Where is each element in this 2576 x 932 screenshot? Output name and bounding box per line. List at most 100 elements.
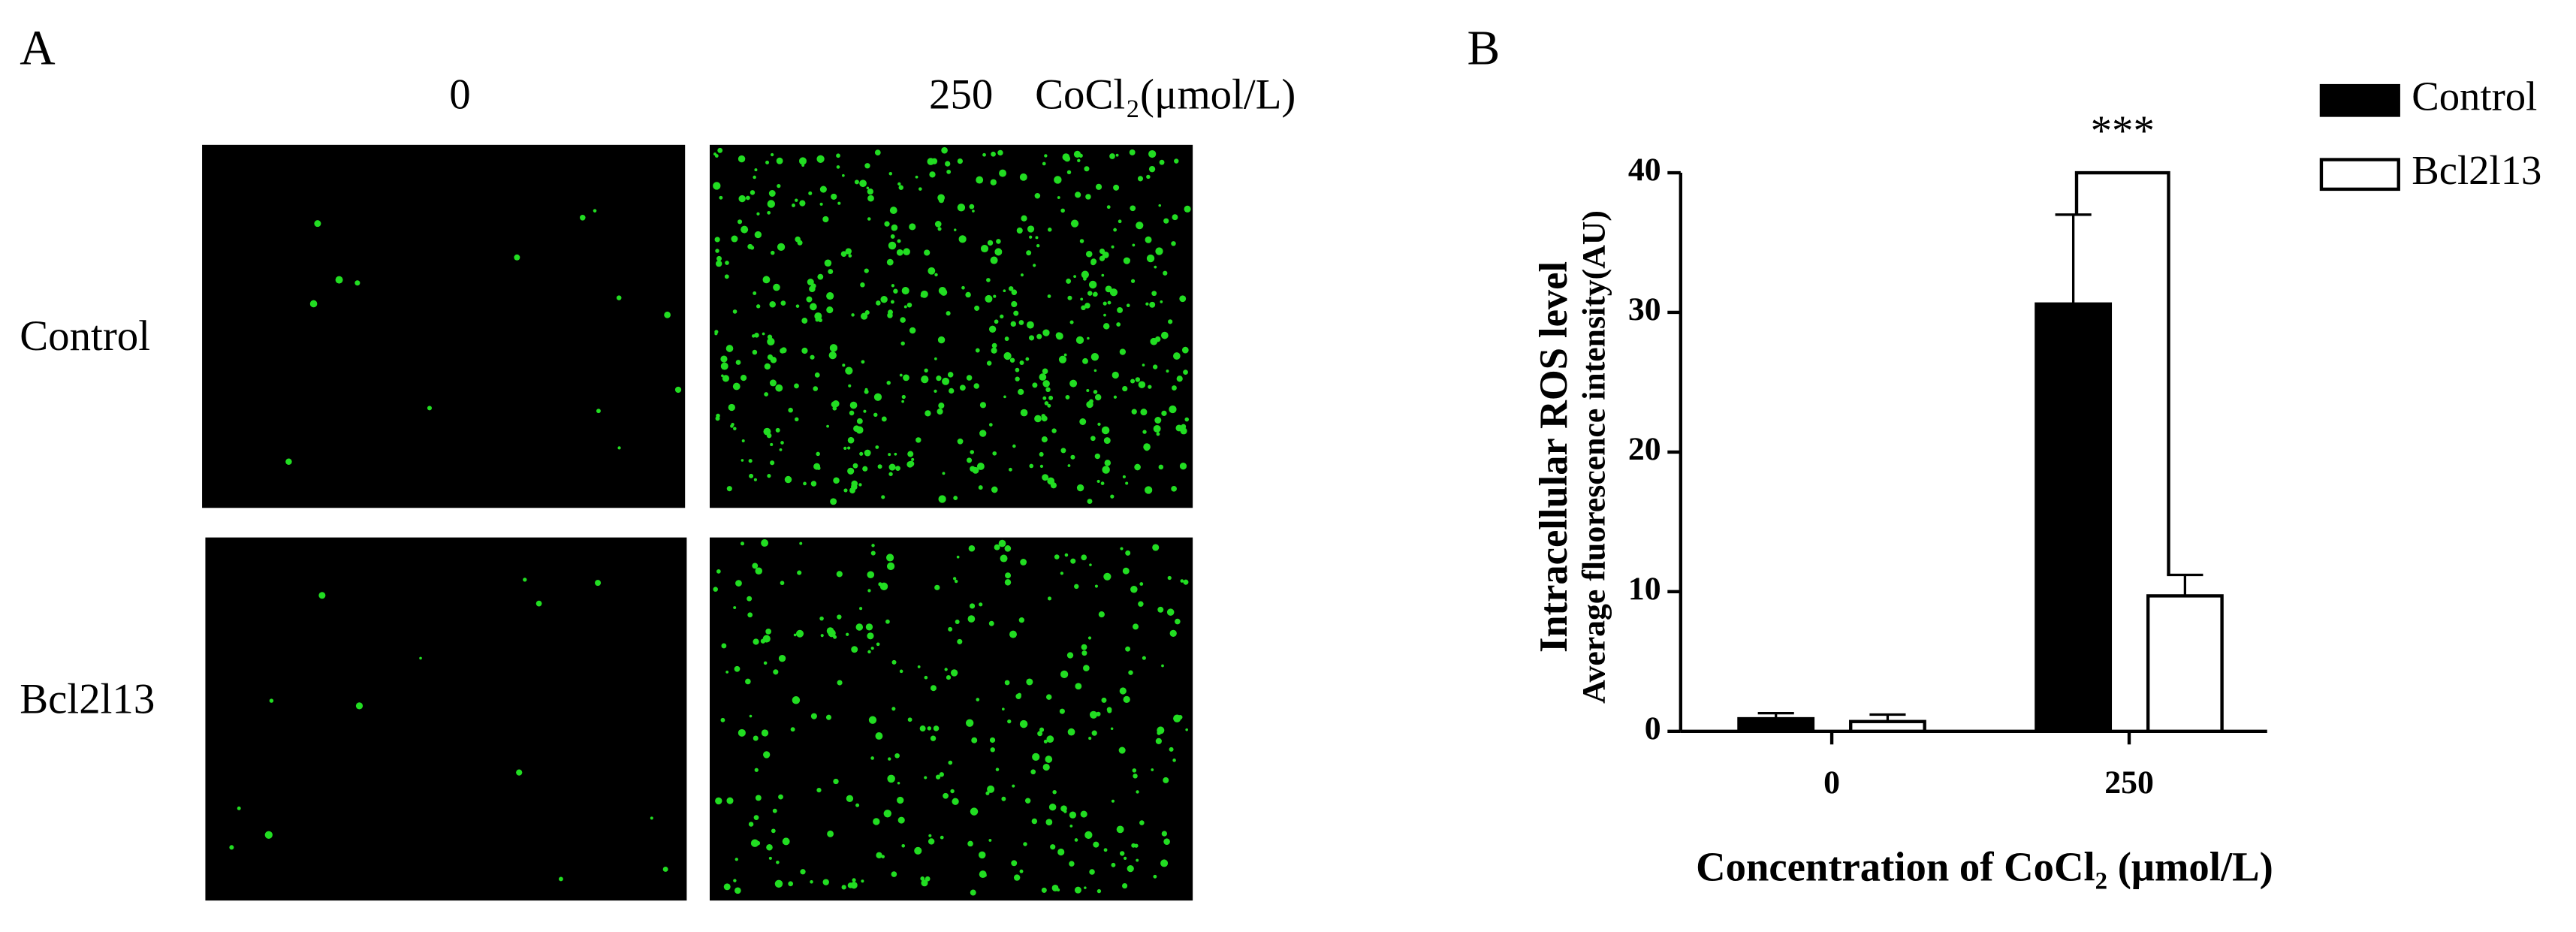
- cell-dot: [719, 195, 723, 200]
- cell-dot: [946, 674, 952, 680]
- cell-dot: [819, 185, 827, 193]
- cell-dot: [1074, 838, 1078, 842]
- cell-dot: [1139, 820, 1145, 825]
- cell-dot: [957, 158, 964, 164]
- cell-dot: [1067, 728, 1075, 736]
- cell-dot: [776, 861, 780, 864]
- cell-dot: [1013, 310, 1019, 316]
- cell-dot: [1103, 313, 1106, 317]
- cell-dot: [1088, 737, 1092, 740]
- cell-dot: [974, 305, 980, 311]
- cell-dot: [848, 254, 852, 258]
- cell-dot: [900, 317, 906, 323]
- cell-dot: [1161, 831, 1168, 837]
- cell-dot: [942, 472, 946, 475]
- cell-dot: [1018, 320, 1024, 325]
- cell-dot: [851, 646, 858, 653]
- cell-dot: [1074, 584, 1079, 590]
- cell-dot: [1103, 437, 1111, 444]
- cell-dot: [1132, 768, 1137, 773]
- cell-dot: [674, 386, 682, 394]
- cell-dot: [915, 175, 918, 179]
- cell-dot: [1161, 410, 1167, 416]
- cell-dot: [986, 278, 991, 282]
- cell-dot: [909, 327, 916, 334]
- cell-dot: [1066, 652, 1074, 659]
- cell-dot: [1079, 239, 1084, 243]
- cell-dot: [756, 840, 761, 846]
- y-tick-label: 30: [1628, 291, 1661, 327]
- cell-dot: [1133, 774, 1138, 779]
- cell-dot: [1176, 376, 1183, 382]
- cell-dot: [848, 384, 852, 388]
- cell-dot: [1179, 463, 1187, 470]
- cell-dot: [876, 300, 881, 306]
- bar: [2146, 594, 2224, 733]
- significance-label: ***: [2091, 107, 2155, 155]
- cell-dot: [867, 589, 871, 593]
- cell-dot: [867, 195, 874, 202]
- cell-dot: [814, 312, 822, 320]
- cell-dot: [1023, 842, 1027, 846]
- cell-dot: [1043, 739, 1048, 743]
- cell-dot: [860, 282, 865, 288]
- cell-dot: [969, 204, 975, 210]
- cell-dot: [890, 234, 895, 239]
- cell-dot: [833, 635, 837, 639]
- cell-dot: [1063, 353, 1067, 357]
- cell-dot: [1169, 747, 1174, 752]
- cell-dot: [862, 466, 868, 472]
- cell-dot: [753, 175, 756, 179]
- cell-dot: [799, 200, 806, 207]
- y-tick-label: 20: [1628, 431, 1661, 467]
- cell-dot: [778, 794, 783, 800]
- cell-dot: [1019, 719, 1028, 728]
- cell-dot: [832, 400, 840, 408]
- column-label: 0: [449, 71, 470, 119]
- cell-dot: [816, 788, 822, 793]
- cell-dot: [1054, 554, 1060, 560]
- cell-dot: [1045, 819, 1053, 826]
- cell-dot: [941, 146, 948, 154]
- cell-dot: [888, 472, 893, 476]
- cell-dot: [840, 251, 847, 258]
- cell-dot: [1018, 617, 1024, 623]
- cell-dot: [762, 332, 765, 336]
- cell-dot: [716, 255, 722, 261]
- cell-dot: [1153, 424, 1161, 433]
- cell-dot: [730, 424, 734, 428]
- cell-dot: [1045, 387, 1051, 392]
- cell-dot: [810, 879, 813, 884]
- cell-dot: [427, 406, 433, 411]
- cell-dot: [917, 665, 921, 668]
- cell-dot: [735, 580, 742, 587]
- cell-dot: [1069, 824, 1073, 828]
- cell-dot: [1155, 737, 1162, 744]
- cell-dot: [1126, 258, 1130, 263]
- cell-dot: [771, 152, 774, 157]
- cell-dot: [863, 409, 867, 413]
- cell-dot: [965, 291, 971, 298]
- cell-dot: [1075, 683, 1082, 690]
- cell-dot: [1087, 499, 1093, 505]
- cell-dot: [756, 304, 761, 309]
- cell-dot: [1160, 859, 1169, 867]
- cell-dot: [979, 430, 987, 437]
- cell-dot: [750, 190, 756, 195]
- cell-dot: [726, 486, 732, 492]
- cell-dot: [1019, 869, 1024, 873]
- cell-dot: [1001, 707, 1005, 711]
- cell-dot: [886, 562, 895, 571]
- cell-dot: [1183, 579, 1189, 585]
- cell-dot: [810, 354, 815, 360]
- cell-dot: [1084, 303, 1090, 309]
- cell-dot: [897, 239, 901, 243]
- cell-dot: [1054, 176, 1062, 184]
- cell-dot: [920, 876, 925, 881]
- cell-dot: [851, 313, 855, 317]
- cell-dot: [1136, 858, 1139, 862]
- cell-dot: [957, 638, 963, 644]
- cell-dot: [754, 333, 759, 338]
- cell-dot: [354, 280, 360, 286]
- cell-dot: [767, 474, 771, 478]
